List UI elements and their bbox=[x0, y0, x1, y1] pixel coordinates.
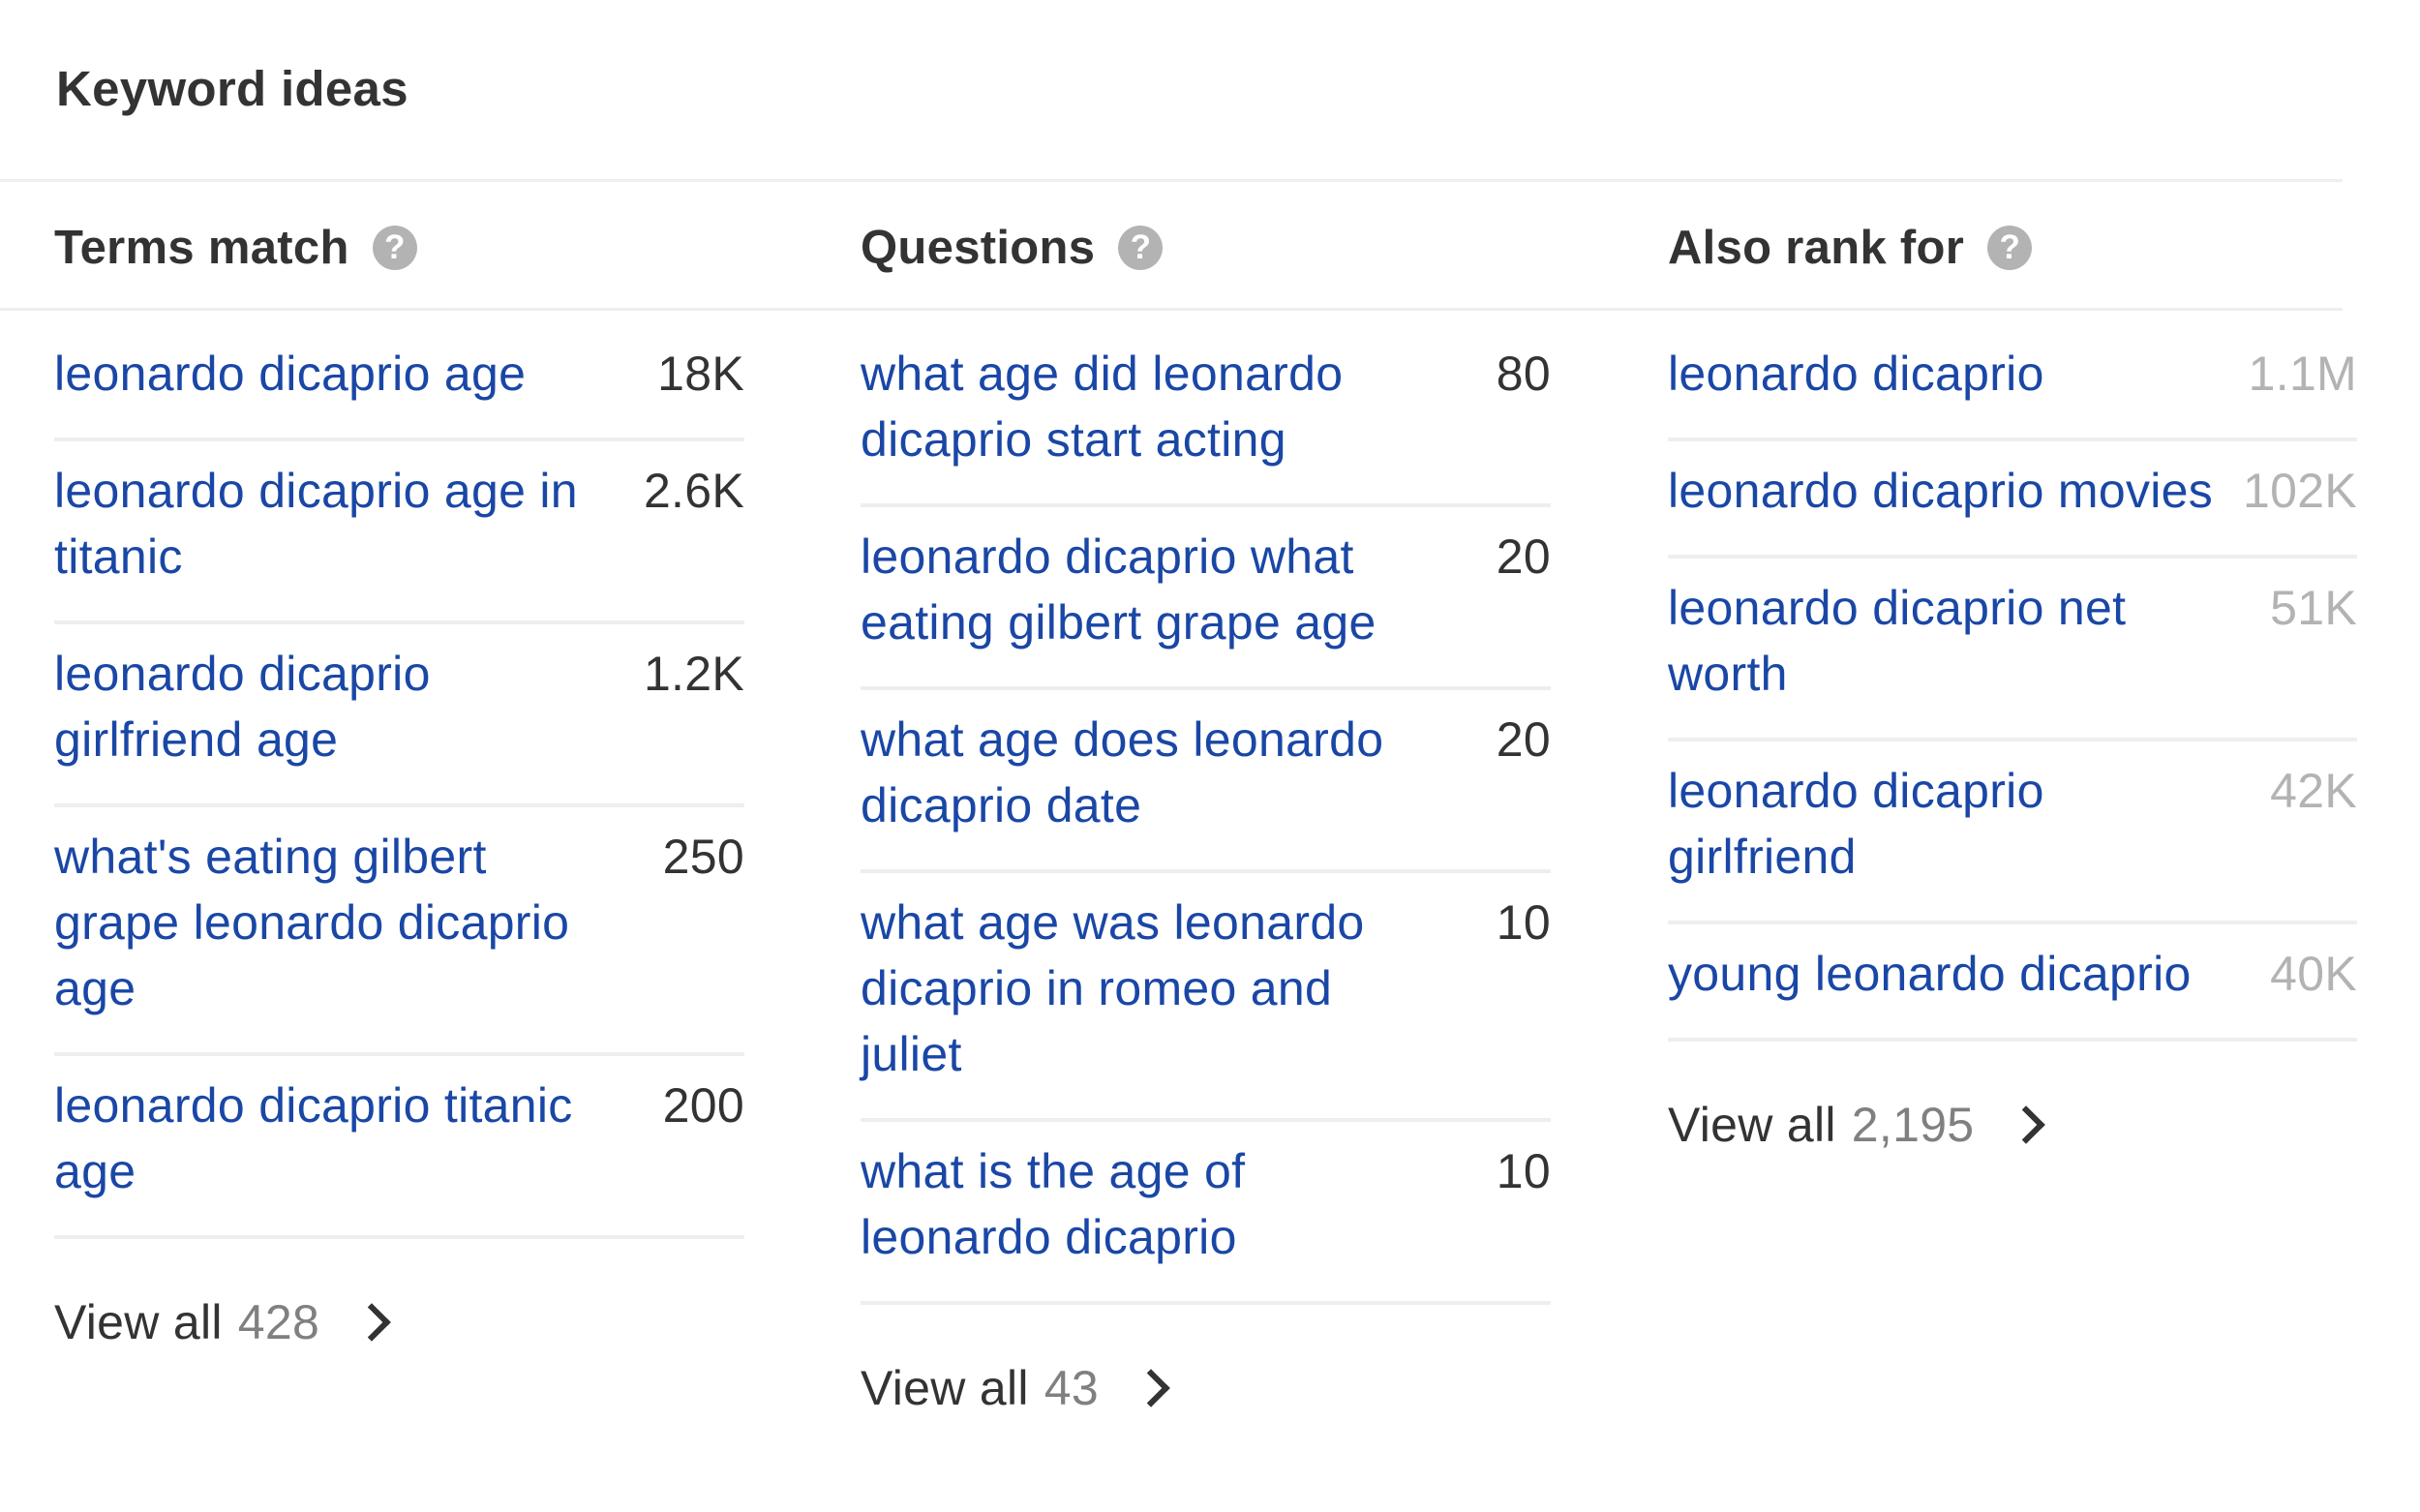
view-all-label: View all bbox=[861, 1361, 1029, 1415]
divider bbox=[0, 179, 2343, 182]
keyword-link[interactable]: leonardo dicaprio age bbox=[54, 347, 527, 401]
keyword-link[interactable]: leonardo dicaprio age in titanic bbox=[54, 464, 578, 584]
search-volume: 200 bbox=[662, 1078, 744, 1133]
keyword-link[interactable]: what is the age of leonardo dicaprio bbox=[861, 1144, 1246, 1264]
chevron-right-icon bbox=[1132, 1369, 1170, 1407]
column-title: Terms match bbox=[54, 222, 349, 274]
search-volume: 10 bbox=[1496, 895, 1551, 950]
keyword-link[interactable]: leonardo dicaprio bbox=[1668, 347, 2044, 401]
search-volume: 51K bbox=[2270, 581, 2357, 635]
keyword-link[interactable]: leonardo dicaprio girlfriend bbox=[1668, 764, 2044, 884]
search-volume: 10 bbox=[1496, 1144, 1551, 1198]
keyword-link[interactable]: what age did leonardo dicaprio start act… bbox=[861, 347, 1344, 467]
keyword-row: leonardo dicaprio age 18K bbox=[54, 324, 744, 441]
view-all-label: View all bbox=[1668, 1098, 1836, 1152]
keyword-row: leonardo dicaprio age in titanic 2.6K bbox=[54, 441, 744, 624]
keyword-row: leonardo dicaprio girlfriend age 1.2K bbox=[54, 624, 744, 807]
keyword-link[interactable]: leonardo dicaprio titanic age bbox=[54, 1078, 573, 1198]
chevron-right-icon bbox=[352, 1303, 391, 1342]
keyword-row: leonardo dicaprio girlfriend 42K bbox=[1668, 741, 2357, 924]
column-header: Also rank for ? bbox=[1668, 215, 2033, 281]
keyword-row: what age was leonardo dicaprio in romeo … bbox=[861, 873, 1551, 1122]
keyword-link[interactable]: leonardo dicaprio movies bbox=[1668, 464, 2214, 518]
view-all-count: 428 bbox=[237, 1295, 320, 1349]
keyword-link[interactable]: what age was leonardo dicaprio in romeo … bbox=[861, 895, 1365, 1081]
search-volume: 1.2K bbox=[643, 647, 744, 701]
keyword-row: leonardo dicaprio movies 102K bbox=[1668, 441, 2357, 559]
search-volume: 20 bbox=[1496, 529, 1551, 584]
question-mark-icon[interactable]: ? bbox=[372, 226, 417, 270]
column-header: Terms match ? bbox=[54, 215, 417, 281]
view-all-link[interactable]: View all 428 bbox=[54, 1289, 744, 1355]
search-volume: 20 bbox=[1496, 712, 1551, 767]
search-volume: 18K bbox=[657, 347, 744, 401]
view-all-count: 43 bbox=[1044, 1361, 1100, 1415]
keyword-row: young leonardo dicaprio 40K bbox=[1668, 924, 2357, 1042]
search-volume: 1.1M bbox=[2248, 347, 2357, 401]
view-all-link[interactable]: View all 43 bbox=[861, 1355, 1551, 1421]
keyword-link[interactable]: leonardo dicaprio net worth bbox=[1668, 581, 2127, 701]
question-mark-icon[interactable]: ? bbox=[1987, 226, 2033, 270]
keyword-row: leonardo dicaprio 1.1M bbox=[1668, 324, 2357, 441]
keyword-row: leonardo dicaprio net worth 51K bbox=[1668, 559, 2357, 741]
keyword-link[interactable]: leonardo dicaprio girlfriend age bbox=[54, 647, 431, 767]
keyword-link[interactable]: what age does leonardo dicaprio date bbox=[861, 712, 1384, 832]
search-volume: 80 bbox=[1496, 347, 1551, 401]
keyword-row: what is the age of leonardo dicaprio 10 bbox=[861, 1122, 1551, 1305]
search-volume: 40K bbox=[2270, 947, 2357, 1001]
keyword-link[interactable]: leonardo dicaprio what eating gilbert gr… bbox=[861, 529, 1376, 650]
keyword-row: what age did leonardo dicaprio start act… bbox=[861, 324, 1551, 507]
keyword-row: what age does leonardo dicaprio date 20 bbox=[861, 690, 1551, 873]
view-all-link[interactable]: View all 2,195 bbox=[1668, 1092, 2357, 1158]
view-all-label: View all bbox=[54, 1295, 223, 1349]
keyword-row: what's eating gilbert grape leonardo dic… bbox=[54, 807, 744, 1056]
keyword-link[interactable]: young leonardo dicaprio bbox=[1668, 947, 2192, 1001]
divider bbox=[0, 308, 2343, 311]
search-volume: 42K bbox=[2270, 764, 2357, 818]
search-volume: 250 bbox=[662, 830, 744, 884]
search-volume: 2.6K bbox=[643, 464, 744, 518]
keyword-list: what age did leonardo dicaprio start act… bbox=[861, 324, 1551, 1421]
keyword-list: leonardo dicaprio 1.1M leonardo dicaprio… bbox=[1668, 324, 2357, 1158]
keyword-row: leonardo dicaprio what eating gilbert gr… bbox=[861, 507, 1551, 690]
panel-title: Keyword ideas bbox=[56, 61, 408, 116]
keyword-list: leonardo dicaprio age 18K leonardo dicap… bbox=[54, 324, 744, 1355]
keyword-link[interactable]: what's eating gilbert grape leonardo dic… bbox=[54, 830, 570, 1015]
keyword-row: leonardo dicaprio titanic age 200 bbox=[54, 1056, 744, 1239]
view-all-count: 2,195 bbox=[1851, 1098, 1975, 1152]
column-header: Questions ? bbox=[861, 215, 1164, 281]
column-title: Also rank for bbox=[1668, 222, 1965, 274]
chevron-right-icon bbox=[2007, 1105, 2046, 1144]
question-mark-icon[interactable]: ? bbox=[1118, 226, 1164, 270]
column-title: Questions bbox=[861, 222, 1096, 274]
search-volume: 102K bbox=[2243, 464, 2357, 518]
